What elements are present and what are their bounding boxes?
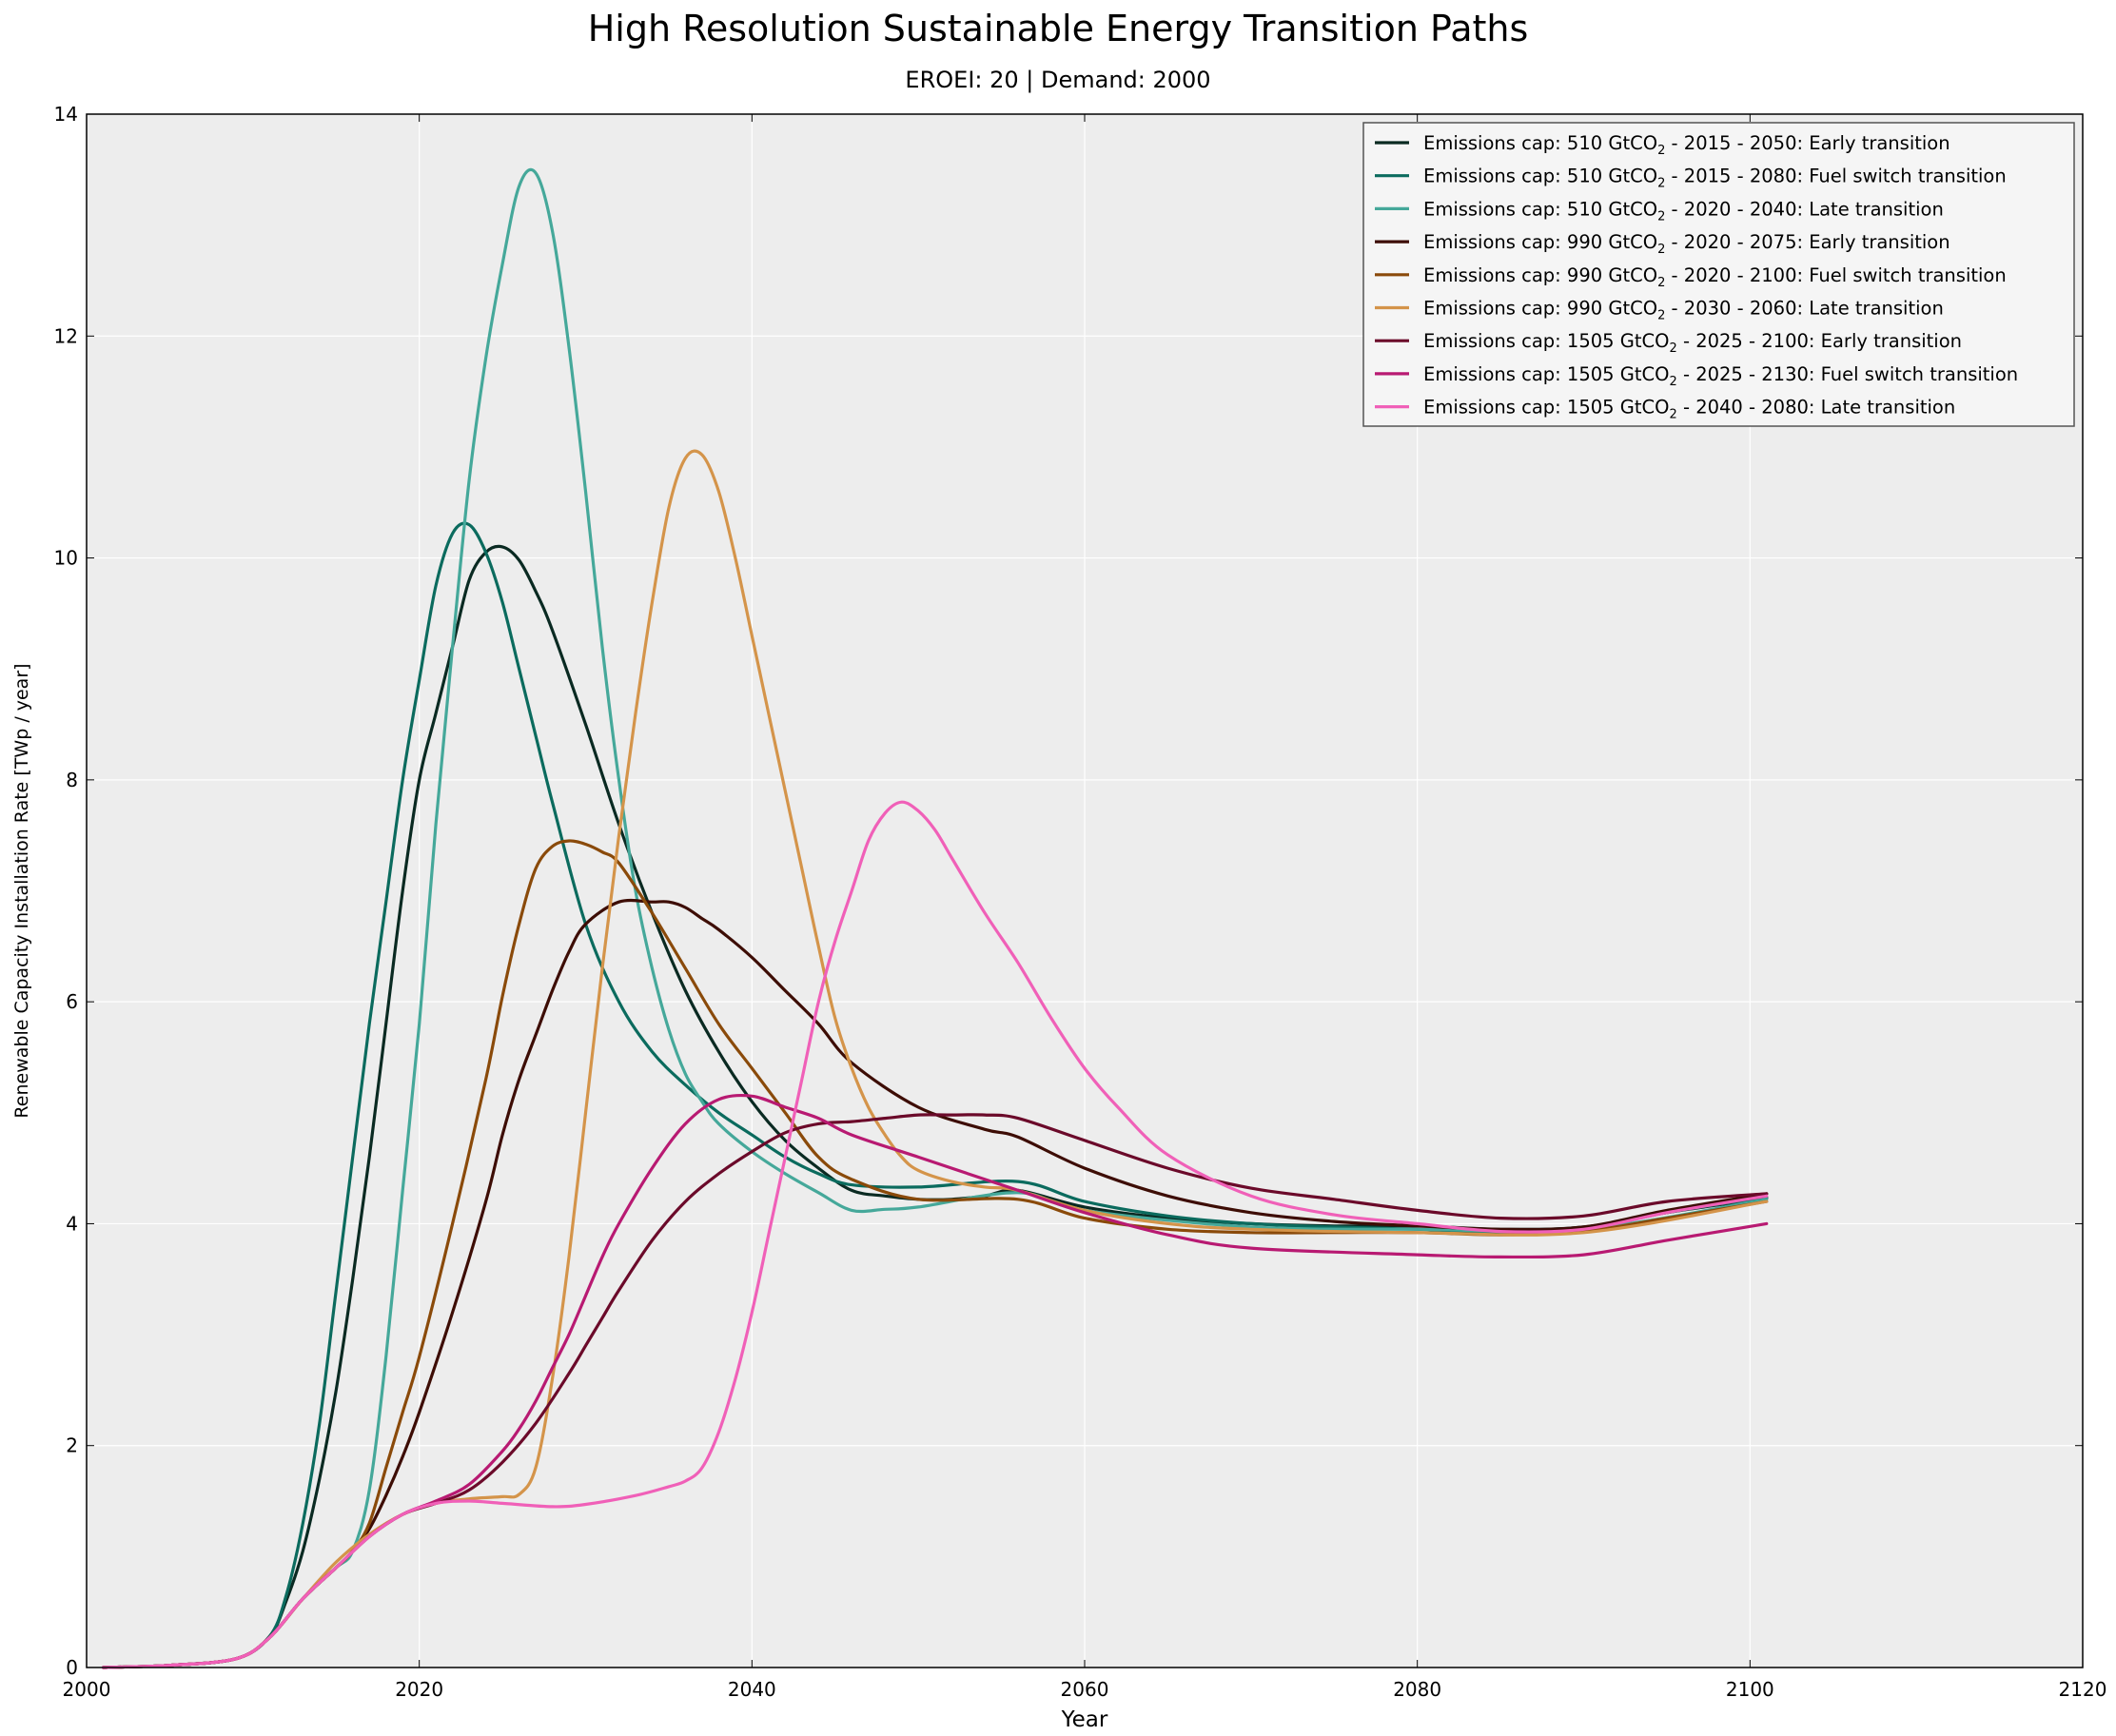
legend-entry-label: Emissions cap: 510 GtCO2 - 2020 - 2040: … [1423, 198, 1944, 224]
x-tick-label: 2100 [1726, 1678, 1774, 1701]
x-tick-label: 2080 [1393, 1678, 1441, 1701]
y-tick-label: 14 [54, 103, 78, 126]
y-tick-label: 6 [66, 990, 78, 1013]
axis-ticks: 2000 2020 2040 2060 2080 2100 2120 0 2 4 6 8 10 12 14 [54, 103, 2107, 1701]
series-line-4 [101, 898, 1769, 1669]
y-axis-label: Renewable Capacity Installation Rate [TW… [11, 663, 32, 1118]
y-tick-label: 8 [66, 769, 78, 791]
x-tick-label: 2020 [395, 1678, 443, 1701]
x-tick-label: 2120 [2059, 1678, 2107, 1701]
series-line-2 [101, 521, 1769, 1669]
x-tick-label: 2000 [63, 1678, 111, 1701]
series-lines [101, 167, 1769, 1669]
chart-title: High Resolution Sustainable Energy Trans… [587, 8, 1529, 49]
y-tick-label: 4 [66, 1212, 78, 1235]
legend-entry-label: Emissions cap: 510 GtCO2 - 2015 - 2080: … [1423, 166, 2007, 191]
y-tick-label: 12 [54, 324, 78, 347]
legend-entry-label: Emissions cap: 510 GtCO2 - 2015 - 2050: … [1423, 132, 1950, 158]
legend-entry-label: Emissions cap: 990 GtCO2 - 2020 - 2100: … [1423, 264, 2007, 290]
x-tick-label: 2040 [728, 1678, 776, 1701]
legend: Emissions cap: 510 GtCO2 - 2015 - 2050: … [1362, 122, 2075, 427]
x-axis-label: Year [1061, 1707, 1108, 1732]
legend-entry-label: Emissions cap: 990 GtCO2 - 2030 - 2060: … [1423, 298, 1944, 323]
legend-entry-label: Emissions cap: 1505 GtCO2 - 2025 - 2130:… [1423, 363, 2018, 389]
chart-subtitle: EROEI: 20 | Demand: 2000 [905, 67, 1211, 93]
series-line-5 [101, 839, 1769, 1669]
x-tick-label: 2060 [1061, 1678, 1109, 1701]
y-tick-label: 0 [66, 1656, 78, 1679]
series-line-9 [101, 800, 1769, 1669]
y-tick-label: 10 [54, 547, 78, 570]
legend-entry-label: Emissions cap: 990 GtCO2 - 2020 - 2075: … [1423, 231, 1950, 257]
legend-box [1362, 122, 2075, 427]
legend-entry-label: Emissions cap: 1505 GtCO2 - 2025 - 2100:… [1423, 330, 1962, 356]
legend-entry-label: Emissions cap: 1505 GtCO2 - 2040 - 2080:… [1423, 397, 1955, 422]
y-tick-label: 2 [66, 1434, 78, 1457]
